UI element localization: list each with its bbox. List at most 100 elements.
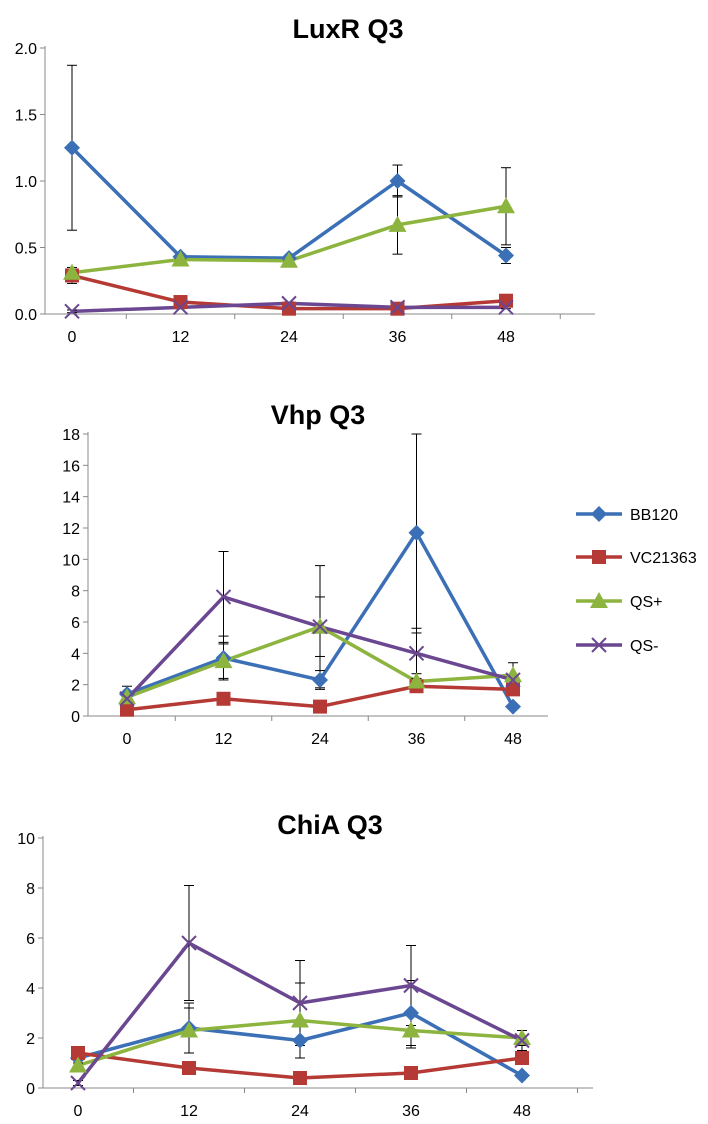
- data-point: [215, 589, 232, 605]
- x-tick-label: 0: [123, 731, 132, 748]
- chart-panel-1: LuxR Q3 0.0 0.5 1.0 1.5 2.0 0 12 24 36 48: [15, 14, 595, 346]
- legend-marker: [591, 506, 607, 522]
- y-tick-label: 6: [71, 615, 80, 632]
- data-point: [182, 1061, 196, 1075]
- legend-label: BB120: [630, 507, 678, 524]
- data-point: [172, 299, 189, 316]
- y-tick-label: 10: [17, 831, 35, 848]
- data-point: [504, 666, 522, 683]
- data-point: [403, 977, 419, 994]
- data-point: [515, 1051, 529, 1065]
- data-point: [71, 1046, 85, 1060]
- data-point: [389, 299, 406, 316]
- data-point: [180, 1021, 198, 1038]
- data-point: [291, 1011, 309, 1028]
- x-tick-label: 24: [291, 1103, 309, 1120]
- data-point: [388, 215, 407, 232]
- data-point: [181, 935, 197, 951]
- legend-label: QS+: [630, 594, 662, 611]
- data-point: [216, 691, 231, 706]
- data-point: [408, 524, 425, 541]
- data-point: [69, 1056, 87, 1073]
- x-tick-label: 48: [497, 329, 515, 346]
- x-tick-label: 48: [513, 1103, 531, 1120]
- data-point: [514, 1067, 530, 1084]
- data-point: [312, 671, 328, 688]
- data-point: [506, 682, 520, 697]
- y-tick-label: 0: [26, 1081, 35, 1098]
- y-tick-label: 18: [62, 427, 80, 444]
- legend-marker: [591, 637, 607, 653]
- data-point: [171, 250, 190, 267]
- data-point: [498, 299, 514, 316]
- y-tick-label: 16: [62, 458, 80, 475]
- data-point: [214, 652, 233, 669]
- x-tick-label: 48: [504, 731, 522, 748]
- legend-item: VC21363: [576, 550, 697, 567]
- data-point: [312, 618, 328, 635]
- x-tick-label: 12: [172, 329, 190, 346]
- y-tick-label: 1.5: [15, 108, 37, 125]
- y-tick-label: 4: [26, 981, 35, 998]
- data-point: [292, 1032, 308, 1049]
- y-tick-label: 8: [71, 584, 80, 601]
- data-point: [64, 303, 80, 320]
- data-point: [63, 263, 81, 280]
- y-tick-label: 0.5: [15, 241, 37, 258]
- x-tick-label: 24: [280, 329, 298, 346]
- data-point: [282, 301, 296, 316]
- data-point: [118, 688, 136, 705]
- y-tick-label: 8: [26, 881, 35, 898]
- data-point: [513, 1029, 531, 1045]
- y-tick-label: 1.0: [15, 174, 37, 191]
- y-tick-label: 6: [26, 931, 35, 948]
- data-point: [292, 995, 308, 1011]
- x-tick-label: 36: [389, 329, 407, 346]
- chart-title: Vhp Q3: [271, 400, 366, 430]
- data-point: [499, 293, 513, 308]
- y-tick-label: 2: [26, 1031, 35, 1048]
- series-line-1: [70, 146, 507, 260]
- legend-item: QS+: [576, 592, 662, 611]
- x-tick-label: 36: [408, 731, 426, 748]
- legend: BB120 VC21363 QS+ QS-: [576, 506, 697, 655]
- data-point: [498, 247, 514, 264]
- data-point: [497, 197, 515, 214]
- data-point: [313, 699, 327, 714]
- y-tick-label: 4: [71, 646, 80, 663]
- data-point: [407, 672, 426, 689]
- data-point: [280, 251, 298, 268]
- x-tick-label: 24: [311, 731, 329, 748]
- y-tick-label: 2.0: [15, 41, 37, 58]
- legend-item: QS-: [576, 637, 658, 655]
- data-point: [402, 1021, 420, 1038]
- x-tick-label: 0: [68, 329, 77, 346]
- y-tick-label: 0.0: [15, 307, 37, 324]
- data-point: [505, 672, 521, 688]
- legend-marker: [590, 592, 608, 608]
- data-point: [119, 691, 135, 707]
- legend-item: BB120: [576, 506, 678, 524]
- data-point: [293, 1071, 307, 1085]
- data-point: [173, 295, 188, 310]
- y-tick-label: 10: [62, 552, 80, 569]
- legend-label: VC21363: [630, 550, 697, 567]
- data-point: [120, 702, 134, 717]
- data-point: [70, 1075, 86, 1091]
- data-point: [514, 1032, 530, 1049]
- y-tick-label: 0: [71, 709, 80, 726]
- data-point: [403, 1005, 419, 1021]
- y-tick-label: 2: [71, 678, 80, 695]
- x-tick-label: 0: [74, 1103, 83, 1120]
- data-point: [64, 139, 80, 156]
- y-tick-label: 14: [62, 490, 80, 507]
- data-point: [404, 1066, 418, 1080]
- data-point: [505, 698, 521, 715]
- x-tick-label: 36: [402, 1103, 420, 1120]
- data-point: [281, 295, 297, 312]
- chart-title: LuxR Q3: [292, 14, 403, 44]
- data-point: [389, 173, 406, 189]
